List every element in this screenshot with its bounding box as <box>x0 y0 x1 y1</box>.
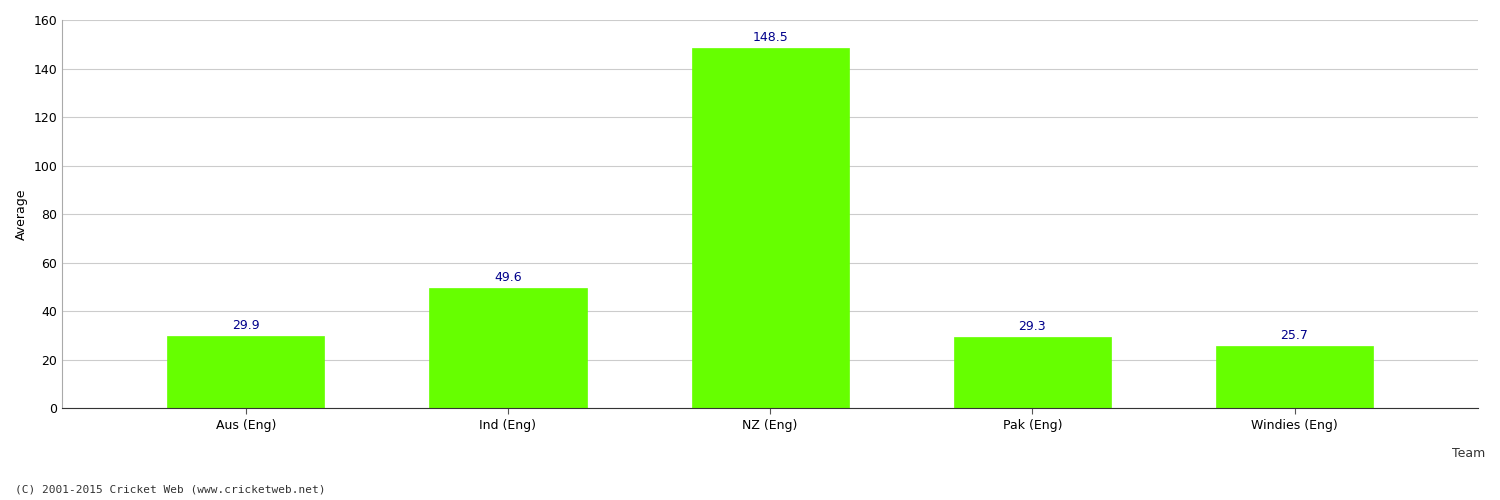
Text: Team: Team <box>1452 447 1485 460</box>
Text: 148.5: 148.5 <box>753 32 788 44</box>
Y-axis label: Average: Average <box>15 188 28 240</box>
Text: (C) 2001-2015 Cricket Web (www.cricketweb.net): (C) 2001-2015 Cricket Web (www.cricketwe… <box>15 485 326 495</box>
Bar <box>954 337 1112 408</box>
Bar <box>429 288 586 408</box>
Text: 29.9: 29.9 <box>232 319 260 332</box>
Text: 49.6: 49.6 <box>494 271 522 284</box>
Text: 25.7: 25.7 <box>1281 329 1308 342</box>
Text: 29.3: 29.3 <box>1019 320 1046 334</box>
Bar <box>692 48 849 408</box>
Bar <box>1216 346 1372 408</box>
Bar <box>166 336 324 408</box>
